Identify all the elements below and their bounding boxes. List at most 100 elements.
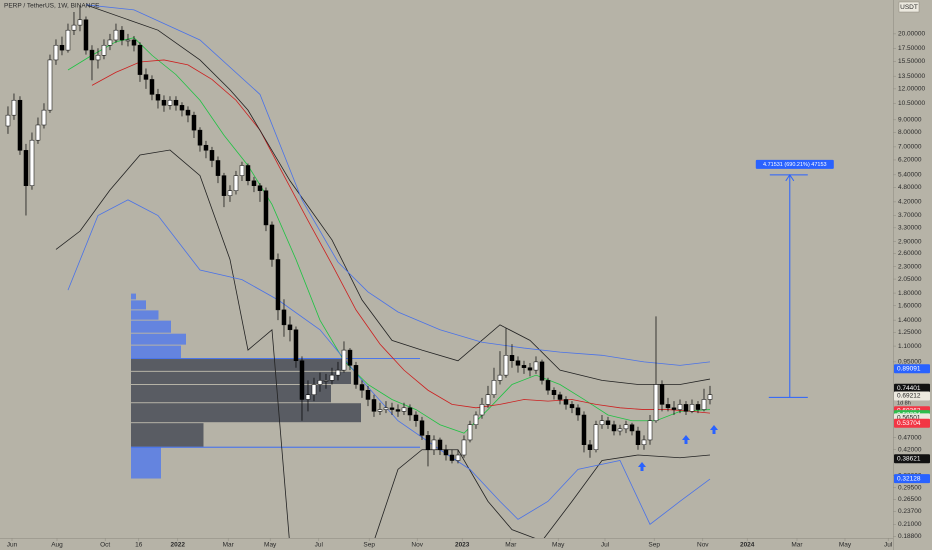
y-tick-label: 0.21000 bbox=[898, 521, 922, 528]
currency-box[interactable] bbox=[898, 1, 920, 13]
candle-body bbox=[545, 380, 551, 391]
candle-body bbox=[53, 44, 59, 61]
candle-body bbox=[689, 404, 695, 412]
x-tick-label: May bbox=[839, 542, 852, 549]
countdown: 1d 8h bbox=[897, 400, 911, 406]
candle-body bbox=[395, 409, 401, 412]
candle-body bbox=[377, 409, 383, 412]
candle-body bbox=[257, 185, 263, 191]
candle-body bbox=[233, 175, 239, 191]
candle-body bbox=[149, 79, 155, 95]
y-tick-label: 0.95000 bbox=[898, 359, 922, 366]
y-tick-label: 7.00000 bbox=[898, 144, 922, 151]
candle-body bbox=[479, 404, 485, 416]
x-tick-label: Jul bbox=[601, 542, 610, 549]
x-tick-label: Mar bbox=[505, 542, 517, 549]
y-tick-label: 0.29500 bbox=[898, 484, 922, 491]
candle-body bbox=[143, 74, 149, 80]
y-tick-label: 1.25000 bbox=[898, 329, 922, 336]
x-tick-label: Mar bbox=[223, 542, 235, 549]
y-tick-label: 2.90000 bbox=[898, 238, 922, 245]
candle-body bbox=[353, 365, 359, 385]
candle-body bbox=[551, 389, 557, 396]
profile-row bbox=[131, 300, 146, 310]
candle-body bbox=[701, 399, 707, 410]
candle-body bbox=[269, 224, 275, 260]
x-tick-label: Oct bbox=[100, 542, 110, 549]
y-tick-label: 1.40000 bbox=[898, 317, 922, 324]
y-tick-label: 2.30000 bbox=[898, 263, 922, 270]
x-tick-label: Mar bbox=[791, 542, 803, 549]
candle-body bbox=[449, 454, 455, 461]
candle-body bbox=[167, 99, 173, 106]
candle-body bbox=[83, 19, 89, 51]
indicator-line bbox=[67, 37, 711, 434]
candle-body bbox=[263, 190, 269, 226]
y-tick-label: 15.50000 bbox=[898, 58, 925, 65]
candle-body bbox=[23, 150, 29, 186]
y-tick-label: 0.26500 bbox=[898, 496, 922, 503]
candle-body bbox=[197, 129, 203, 146]
candle-body bbox=[683, 404, 689, 412]
candle-body bbox=[275, 259, 281, 311]
candle-body bbox=[323, 380, 329, 382]
indicator-line bbox=[85, 4, 711, 366]
profile-row bbox=[131, 384, 331, 403]
price-label: 0.89091 bbox=[897, 366, 921, 373]
candle-body bbox=[65, 29, 71, 51]
measure-label: 4.71531 (690.21%) 47153 bbox=[763, 162, 827, 168]
profile-row bbox=[131, 333, 186, 345]
candle-body bbox=[89, 49, 95, 61]
candle-body bbox=[401, 407, 407, 412]
y-tick-label: 0.18800 bbox=[898, 533, 922, 540]
candle-body bbox=[491, 380, 497, 396]
candle-body bbox=[347, 349, 353, 366]
indicator-line bbox=[91, 59, 711, 414]
indicator-line bbox=[85, 4, 711, 385]
candle-body bbox=[431, 439, 437, 450]
candle-body bbox=[125, 39, 131, 42]
y-tick-label: 9.00000 bbox=[898, 117, 922, 124]
price-label-box bbox=[894, 391, 930, 401]
price-label-box bbox=[894, 418, 930, 428]
candle-body bbox=[305, 394, 311, 400]
candle-body bbox=[29, 139, 35, 186]
price-label: 0.32128 bbox=[897, 475, 921, 482]
candle-body bbox=[473, 414, 479, 425]
arrow-icon bbox=[682, 435, 690, 444]
candle-body bbox=[185, 109, 191, 116]
candle-body bbox=[41, 109, 47, 126]
candle-body bbox=[365, 389, 371, 400]
price-label-box bbox=[894, 454, 930, 464]
candle-body bbox=[533, 361, 539, 371]
y-tick-label: 8.00000 bbox=[898, 129, 922, 136]
candle-body bbox=[515, 360, 521, 366]
x-tick-label: Sep bbox=[648, 542, 660, 549]
candle-body bbox=[617, 428, 623, 432]
candle-body bbox=[407, 407, 413, 416]
profile-row bbox=[131, 447, 161, 479]
price-label: 0.38621 bbox=[897, 455, 921, 462]
candle-body bbox=[509, 355, 515, 362]
candle-body bbox=[557, 394, 563, 400]
y-tick-label: 2.05000 bbox=[898, 276, 922, 283]
x-tick-label: Jul bbox=[315, 542, 324, 549]
y-tick-label: 1.80000 bbox=[898, 290, 922, 297]
candle-body bbox=[245, 165, 251, 182]
candle-body bbox=[659, 384, 665, 405]
candle-body bbox=[95, 54, 101, 61]
candle-body bbox=[17, 99, 23, 151]
candle-body bbox=[5, 114, 11, 127]
candle-body bbox=[623, 424, 629, 430]
y-tick-label: 4.20000 bbox=[898, 199, 922, 206]
candle-body bbox=[311, 384, 317, 396]
candle-body bbox=[665, 404, 671, 409]
candle-body bbox=[251, 180, 257, 186]
currency[interactable]: USDT bbox=[900, 4, 918, 11]
candle-body bbox=[335, 369, 341, 376]
candle-body bbox=[497, 374, 503, 381]
candle-body bbox=[455, 454, 461, 461]
candle-body bbox=[629, 424, 635, 432]
candle-body bbox=[293, 329, 299, 362]
